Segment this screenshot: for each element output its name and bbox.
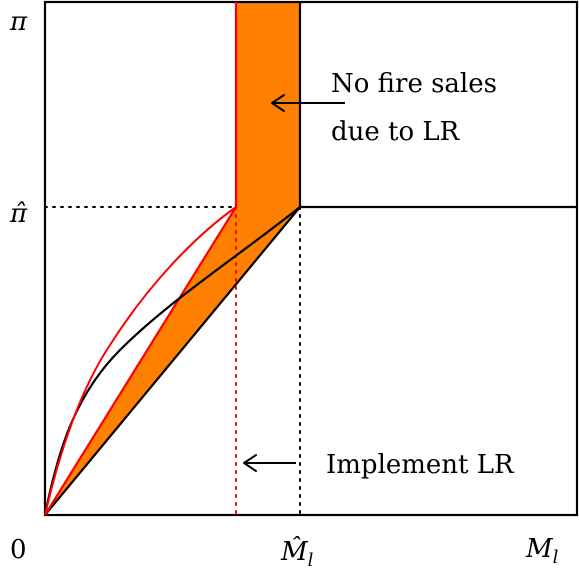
implement-lr-label: Implement LR [326,450,515,480]
x-axis-m-hat-sub: l [308,550,314,571]
implement-lr-arrow [243,454,296,472]
no-fire-sales-label-line2: due to LR [331,117,461,147]
x-axis-m-main: M [525,534,554,564]
no-fire-sales-label-line1: No fire sales [331,69,497,99]
origin-label: 0 [10,535,27,565]
x-axis-m-label: Ml [525,534,559,568]
x-axis-m-hat-main: M̂ [280,536,309,567]
no-fire-sales-arrow [271,94,345,112]
black-diagonal-line [44,206,301,516]
plot-frame [43,0,579,517]
x-axis-m-hat-label: M̂l [280,536,314,571]
y-axis-pi-label: π [9,7,28,37]
x-axis-m-sub: l [553,547,559,568]
no-fire-sales-region [236,2,300,207]
red-diagonal-line [44,206,237,516]
black-concave-curve [43,206,301,516]
y-axis-pi-hat-label: π̂ [9,199,28,229]
red-concave-curve [44,206,237,516]
